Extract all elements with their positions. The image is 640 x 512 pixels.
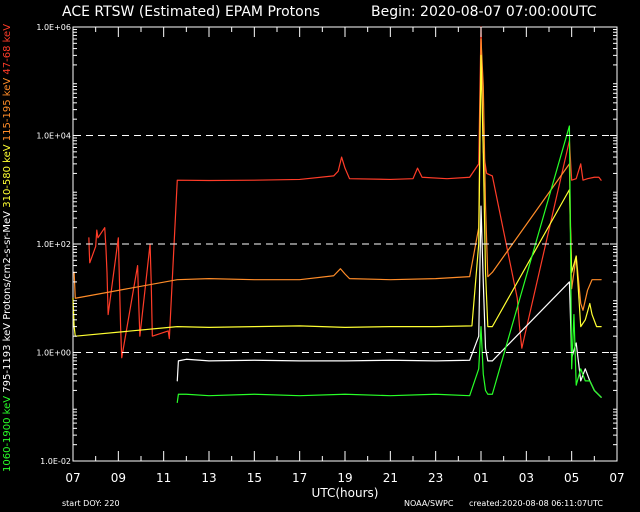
x-tick-label-8: 23 xyxy=(428,471,443,485)
series-line-2 xyxy=(72,54,602,337)
y-axis-label-part-8: 115-195 keV xyxy=(2,78,13,142)
y-tick-label-0: 1.0E+06 xyxy=(36,23,71,32)
x-tick-label-12: 07 xyxy=(609,471,624,485)
x-axis-label: UTC(hours) xyxy=(312,486,379,500)
axes-layer: 1.0E+06 1.0E+04 1.0E+02 1.0E+00 1.0E-02 07 09 1… xyxy=(2,23,625,485)
y-tick-label-2: 1.0E+02 xyxy=(36,240,71,249)
noaa-swpc-text: NOAA/SWPC xyxy=(404,499,454,508)
y-axis-label-part-2: 795-1193 keV xyxy=(2,323,13,393)
plot-layer xyxy=(72,26,602,404)
series-line-4 xyxy=(176,125,602,404)
x-tick-label-11: 05 xyxy=(564,471,579,485)
series-line-0 xyxy=(88,26,602,359)
chart-title: ACE RTSW (Estimated) EPAM Protons xyxy=(62,4,320,20)
x-tick-label-6: 19 xyxy=(337,471,352,485)
x-tick-label-5: 17 xyxy=(292,471,307,485)
y-axis-label-part-4: Protons/cm2-s-sr-MeV xyxy=(2,211,13,320)
start-doy-text: start DOY: 220 xyxy=(62,499,120,508)
y-tick-label-3: 1.0E+00 xyxy=(36,349,71,358)
y-axis-label-part-0: 1060-1900 keV xyxy=(2,396,13,472)
x-tick-label-4: 15 xyxy=(247,471,262,485)
y-tick-label-4: 1.0E-02 xyxy=(40,457,71,466)
created-text: created:2020-08-08 06:11:07UTC xyxy=(469,499,603,508)
y-axis-label-part-10: 47-68 keV xyxy=(2,24,13,75)
y-tick-label-1: 1.0E+04 xyxy=(36,132,71,141)
x-tick-label-0: 07 xyxy=(65,471,80,485)
y-axis-label-part-6: 310-580 keV xyxy=(2,144,13,208)
y-axis-label: 1060-1900 keV 795-1193 keV Protons/cm2-s… xyxy=(2,24,13,472)
x-tick-label-7: 21 xyxy=(383,471,398,485)
x-tick-label-1: 09 xyxy=(111,471,126,485)
x-tick-label-9: 01 xyxy=(473,471,488,485)
x-tick-label-3: 13 xyxy=(201,471,216,485)
chart-begin-time: Begin: 2020-08-07 07:00:00UTC xyxy=(371,4,597,20)
x-tick-label-10: 03 xyxy=(519,471,534,485)
x-tick-label-2: 11 xyxy=(156,471,171,485)
